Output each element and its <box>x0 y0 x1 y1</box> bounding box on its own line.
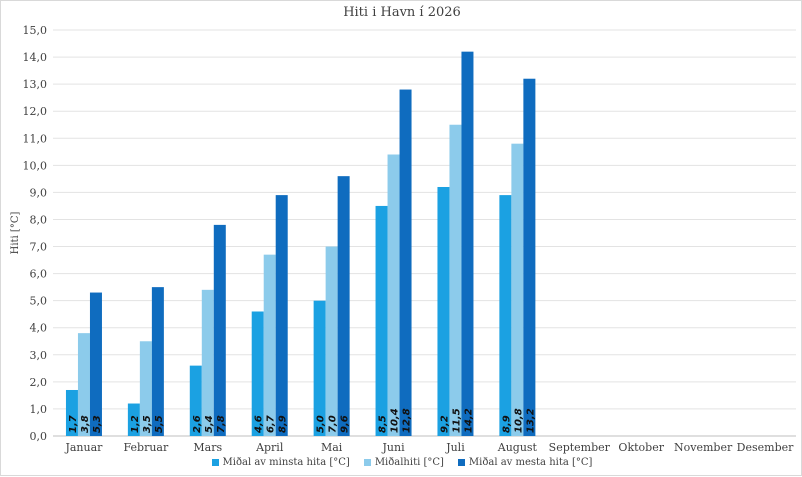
bar <box>499 195 512 436</box>
bar <box>127 403 140 436</box>
x-tick-label: Februar <box>124 441 169 454</box>
data-label: 10,8 <box>513 408 524 433</box>
y-tick-label: 12,0 <box>23 105 48 118</box>
x-tick-label: Juni <box>381 441 405 454</box>
x-tick-label: September <box>549 441 611 454</box>
bar <box>201 289 214 436</box>
legend: Miðal av minsta hita [°C] Miðalhiti [°C] M… <box>1 457 802 468</box>
data-label: 13,2 <box>525 408 536 433</box>
x-tick-label: November <box>674 441 733 454</box>
bar <box>89 292 102 436</box>
data-label: 8,9 <box>278 415 289 433</box>
data-label: 14,2 <box>463 408 474 433</box>
bar <box>263 254 276 436</box>
bar <box>375 205 388 436</box>
data-label: 1,2 <box>130 415 141 433</box>
legend-swatch <box>457 459 465 466</box>
y-tick-label: 15,0 <box>23 24 48 37</box>
data-label: 11,5 <box>451 408 462 433</box>
y-tick-label: 7,0 <box>30 241 48 254</box>
x-tick-label: Mars <box>193 441 222 454</box>
y-tick-label: 3,0 <box>30 349 48 362</box>
y-axis-label: Hiti [°C] <box>10 212 21 255</box>
data-label: 6,7 <box>266 415 277 433</box>
data-label: 7,0 <box>328 415 339 433</box>
x-tick-label: Januar <box>64 441 103 454</box>
data-label: 3,5 <box>142 415 153 433</box>
bar <box>189 365 202 436</box>
data-label: 5,3 <box>92 415 103 433</box>
y-tick-label: 10,0 <box>23 159 48 172</box>
data-label: 4,6 <box>254 415 265 434</box>
legend-swatch <box>363 459 371 466</box>
bar <box>387 154 400 437</box>
x-tick-label: Oktober <box>618 441 664 454</box>
x-tick-label: Desember <box>737 441 794 454</box>
legend-item: Miðalhiti [°C] <box>363 457 444 468</box>
data-label: 9,6 <box>340 415 351 433</box>
data-label: 1,7 <box>68 415 79 433</box>
data-label: 8,9 <box>501 415 512 433</box>
y-tick-label: 2,0 <box>30 376 48 389</box>
x-tick-label: Juli <box>445 441 465 454</box>
y-tick-label: 9,0 <box>30 186 48 199</box>
y-tick-label: 14,0 <box>23 51 48 64</box>
bar <box>437 186 450 436</box>
bar <box>139 341 152 436</box>
x-tick-label: April <box>255 441 284 454</box>
chart-title: Hiti i Havn í 2026 <box>343 5 461 20</box>
x-tick-label: Mai <box>321 441 343 454</box>
bar <box>325 246 338 436</box>
bar <box>511 143 524 436</box>
bar <box>399 89 412 437</box>
data-label: 5,4 <box>204 415 215 433</box>
bar <box>77 333 90 436</box>
legend-label: Miðal av minsta hita [°C] <box>222 457 350 468</box>
x-tick-label: August <box>497 441 538 454</box>
y-tick-label: 13,0 <box>23 78 48 91</box>
data-label: 10,4 <box>390 408 401 433</box>
bar <box>251 311 264 436</box>
y-tick-label: 5,0 <box>30 295 48 308</box>
y-tick-label: 0,0 <box>30 430 48 443</box>
legend-item: Miðal av mesta hita [°C] <box>457 457 593 468</box>
bar <box>313 300 326 436</box>
data-label: 2,6 <box>192 415 203 433</box>
data-label: 12,8 <box>402 408 413 433</box>
y-tick-label: 11,0 <box>23 132 48 145</box>
y-tick-label: 4,0 <box>30 322 48 335</box>
data-label: 7,8 <box>216 415 227 433</box>
bar <box>523 78 536 436</box>
bar <box>337 176 350 436</box>
bar <box>461 51 474 437</box>
bar <box>213 224 226 436</box>
legend-swatch <box>211 459 219 466</box>
data-label: 5,5 <box>154 415 165 433</box>
data-label: 5,0 <box>316 415 327 433</box>
bar <box>65 389 78 436</box>
y-tick-label: 1,0 <box>30 403 48 416</box>
legend-label: Miðalhiti [°C] <box>374 457 444 468</box>
data-label: 9,2 <box>439 415 450 433</box>
data-label: 3,8 <box>80 415 91 433</box>
y-tick-label: 8,0 <box>30 213 48 226</box>
legend-label: Miðal av mesta hita [°C] <box>468 457 593 468</box>
bar <box>151 287 164 436</box>
legend-item: Miðal av minsta hita [°C] <box>211 457 350 468</box>
bar <box>449 124 462 436</box>
y-tick-label: 6,0 <box>30 268 48 281</box>
data-label: 8,5 <box>378 415 389 433</box>
bar <box>275 195 288 436</box>
